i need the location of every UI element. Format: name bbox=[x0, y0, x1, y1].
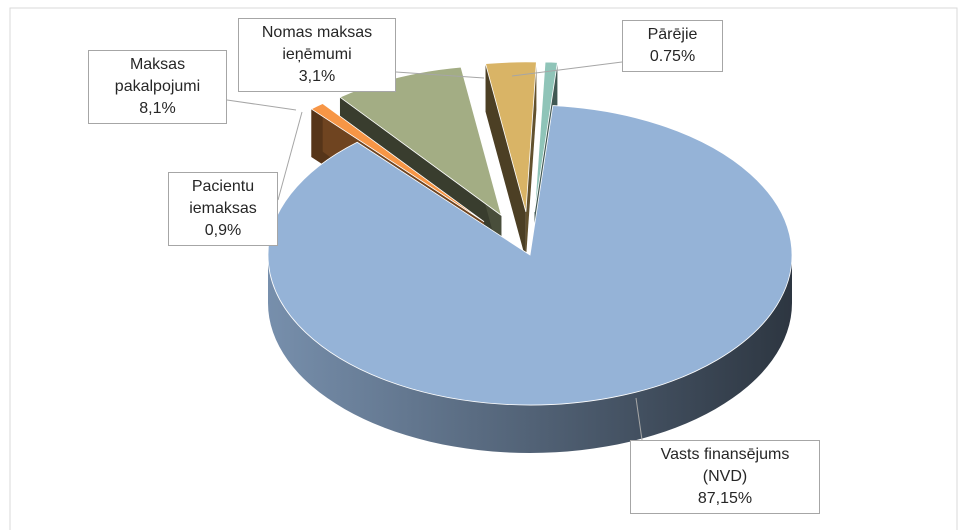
value-label: 87,15% bbox=[697, 490, 753, 507]
leader-line bbox=[226, 99, 297, 111]
category-label: Pacientu iemaksas bbox=[189, 178, 257, 217]
data-label-box: Pacientu iemaksas 0,9% bbox=[168, 172, 278, 246]
pie-slice bbox=[485, 61, 537, 212]
data-label-box: Nomas maksas ieņēmumi 3,1% bbox=[238, 18, 396, 92]
pie-slice bbox=[310, 103, 485, 223]
category-label: Nomas maksas ieņēmumi bbox=[261, 24, 373, 63]
leader-line bbox=[395, 71, 485, 79]
category-label: Pārējie bbox=[647, 26, 698, 43]
leader-line bbox=[511, 61, 623, 77]
pie-slice bbox=[267, 105, 793, 406]
category-label: Maksas pakalpojumi bbox=[114, 56, 201, 95]
leader-line bbox=[277, 111, 303, 201]
category-label: Vasts finansējums (NVD) bbox=[660, 446, 790, 485]
pie-slice bbox=[339, 66, 503, 217]
chart-border bbox=[9, 7, 958, 530]
pie-slice bbox=[534, 61, 558, 212]
data-label-box: Vasts finansējums (NVD) 87,15% bbox=[630, 440, 820, 514]
slice-side bbox=[525, 61, 537, 260]
value-label: 0,9% bbox=[204, 222, 242, 239]
slice-side bbox=[268, 255, 792, 453]
value-label: 8,1% bbox=[139, 100, 176, 117]
data-label-box: Pārējie 0.75% bbox=[622, 20, 723, 72]
leader-line bbox=[635, 397, 643, 441]
data-label-box: Maksas pakalpojumi 8,1% bbox=[88, 50, 227, 124]
value-label: 3,1% bbox=[298, 68, 336, 85]
slice-side bbox=[485, 63, 526, 260]
value-label: 0.75% bbox=[649, 48, 696, 65]
